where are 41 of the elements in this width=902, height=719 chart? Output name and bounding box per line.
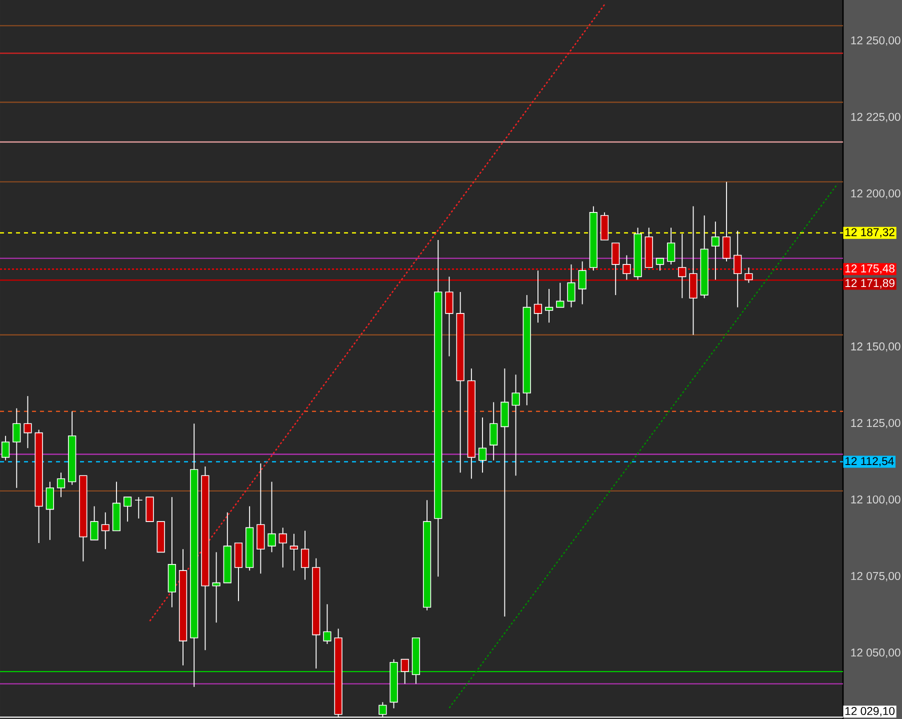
candlestick [656,258,664,272]
y-tick-label: 12 125,00 [851,418,900,428]
y-tick-label: 12 225,00 [851,112,900,122]
ref-line-label: 12 187,32 [845,228,894,238]
candlestick [1,435,10,461]
y-tick-label: 12 050,00 [851,648,900,658]
y-tick-label: 12 250,00 [851,36,900,46]
candlestick [212,552,220,624]
candlestick [512,374,520,476]
candlestick [124,496,132,522]
candlestick [567,264,576,308]
candlestick [46,481,54,540]
ref-line-label: 12 175,48 [845,264,895,274]
ref-line-label: 12 112,54 [845,457,894,466]
ref-line-label: 12 029,10 [845,707,895,716]
candlestick [578,260,586,305]
ref-line-label: 12 171,89 [845,279,894,288]
candlestick [278,527,287,568]
candlestick [101,512,110,550]
candlestick [667,227,676,265]
candlestick [323,604,332,644]
candlestick [24,396,32,449]
y-tick-label: 12 100,00 [851,495,900,505]
candlestick [478,417,487,474]
candlestick [490,402,498,461]
candlestick [500,368,509,617]
candlestick [90,506,98,540]
y-tick-label: 12 075,00 [851,572,900,582]
candlestick [300,530,310,580]
y-tick-label: 12 200,00 [851,189,900,199]
candlestick [268,481,276,553]
candlestick [134,496,143,519]
candlestick [400,658,409,684]
candlestick [290,533,298,572]
candlestick [545,288,554,324]
candlestick [56,472,66,498]
y-tick-label: 12 150,00 [851,342,900,352]
candlestick [722,181,731,262]
candlestick [12,408,21,488]
candlestick [556,282,564,308]
candlestick [711,221,720,280]
